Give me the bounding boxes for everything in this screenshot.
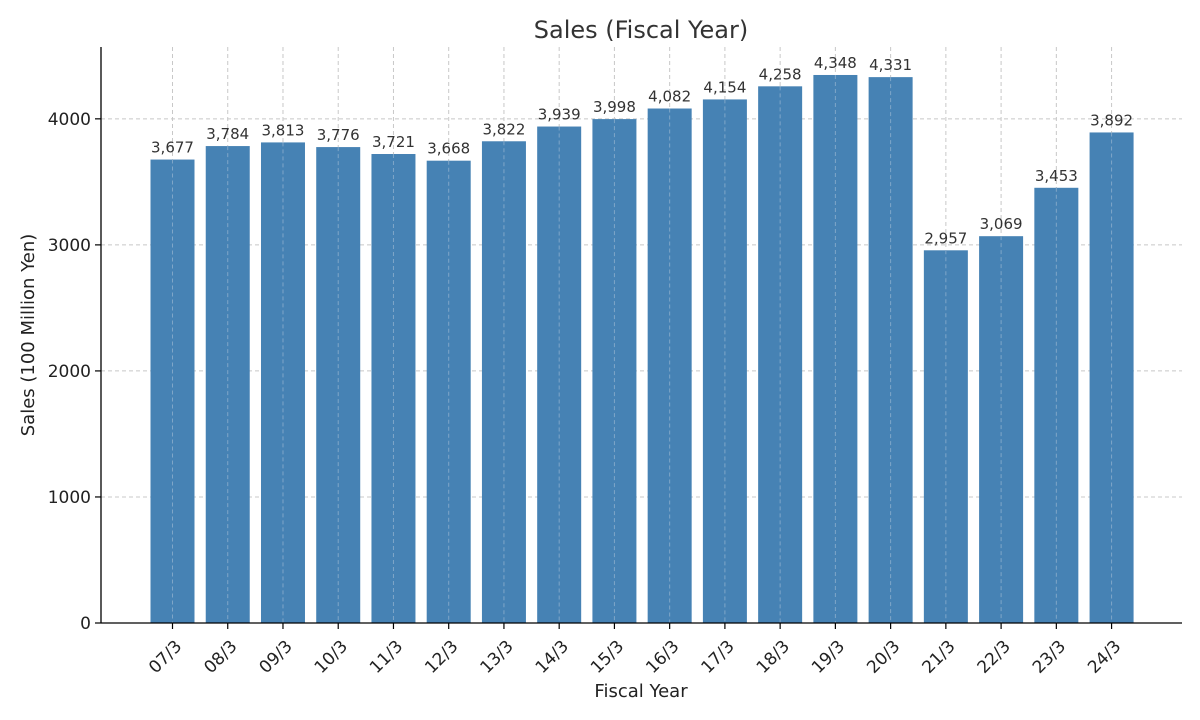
- x-tick-label: 22/3: [974, 637, 1015, 678]
- x-tick-label: 17/3: [697, 637, 738, 678]
- y-tick-label: 0: [80, 614, 91, 634]
- bar-20-3: [868, 77, 913, 623]
- x-tick-label: 19/3: [808, 637, 849, 678]
- data-label: 4,331: [869, 56, 912, 74]
- x-tick-label: 23/3: [1029, 637, 1070, 678]
- data-label: 3,776: [317, 126, 360, 144]
- bars: [150, 74, 1134, 624]
- data-label: 3,822: [482, 120, 525, 138]
- x-tick-label: 16/3: [642, 637, 683, 678]
- x-axis-label: Fiscal Year: [594, 681, 688, 702]
- data-label: 3,892: [1090, 111, 1133, 129]
- data-label: 3,677: [151, 139, 194, 157]
- data-label: 3,939: [538, 106, 581, 124]
- y-axis-label: Sales (100 Million Yen): [18, 234, 39, 437]
- x-tick-label: 15/3: [587, 637, 628, 678]
- data-label: 3,069: [980, 215, 1023, 233]
- bar-15-3: [592, 119, 637, 623]
- data-label: 3,668: [427, 140, 470, 158]
- data-label: 3,784: [206, 125, 249, 143]
- data-label: 3,813: [262, 121, 305, 139]
- x-tick-label: 14/3: [532, 637, 573, 678]
- x-tick-label: 24/3: [1084, 637, 1125, 678]
- x-tick-label: 13/3: [477, 637, 518, 678]
- x-tick-label: 20/3: [863, 637, 904, 678]
- data-label: 3,453: [1035, 167, 1078, 185]
- y-tick-label: 3000: [48, 236, 91, 256]
- data-label: 2,957: [924, 229, 967, 247]
- data-label: 4,348: [814, 54, 857, 72]
- chart-title: Sales (Fiscal Year): [534, 16, 748, 44]
- y-tick-label: 4000: [48, 110, 91, 130]
- data-label: 4,082: [648, 88, 691, 106]
- x-tick-label: 08/3: [200, 637, 241, 678]
- data-label: 4,258: [759, 65, 802, 83]
- x-tick-label: 18/3: [753, 637, 794, 678]
- data-label: 4,154: [703, 78, 746, 96]
- x-tick-label: 11/3: [366, 637, 407, 678]
- y-tick-label: 1000: [48, 488, 91, 508]
- x-tick-label: 12/3: [421, 637, 462, 678]
- y-tick-label: 2000: [48, 362, 91, 382]
- data-label: 3,721: [372, 133, 415, 151]
- x-tick-label: 21/3: [918, 637, 959, 678]
- x-tick-label: 10/3: [311, 637, 352, 678]
- data-label: 3,998: [593, 98, 636, 116]
- x-tick-label: 09/3: [256, 637, 297, 678]
- data-labels: 3,677 3,784 3,813 3,776 3,721 3,668 3,822 3,939…: [151, 54, 1133, 247]
- x-tick-label: 07/3: [145, 637, 186, 678]
